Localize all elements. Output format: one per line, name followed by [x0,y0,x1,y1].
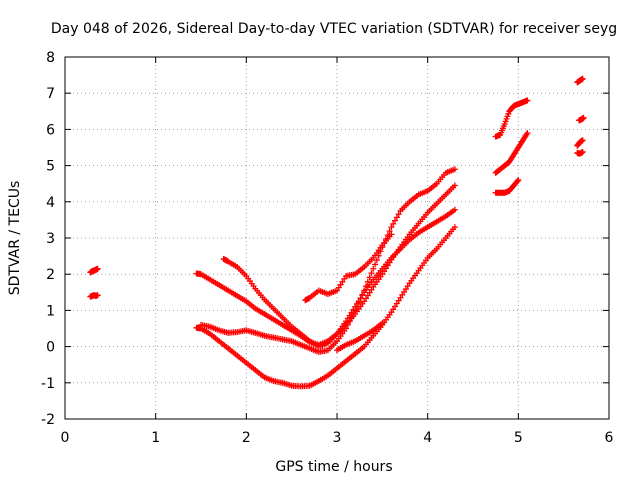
x-tick-labels: 0 1 2 3 4 5 6 [61,430,614,446]
grid [65,57,609,419]
y-tick-label: 1 [46,303,55,319]
y-tick-label: 4 [46,195,55,211]
series-segment-a-lower [87,292,101,300]
y-tick-label: 0 [46,340,55,356]
data-points [87,75,587,390]
data-point [370,265,377,272]
data-point [363,283,370,290]
y-tick-label: 2 [46,267,55,283]
data-point [580,114,587,121]
x-tick-label: 1 [151,430,160,446]
data-point [451,182,458,189]
data-point [350,311,357,318]
data-point [514,178,521,185]
data-point [451,166,458,173]
data-point [524,130,531,137]
series-segment-c-upper [576,114,587,124]
y-tick-label: 3 [46,231,55,247]
axis-ticks [64,56,610,420]
data-point [579,137,586,144]
data-point [395,211,402,218]
series-segment-b-lower [492,177,522,196]
series-segment-b-middle [492,130,531,176]
data-point [579,148,586,155]
series-track-2 [220,206,458,350]
y-tick-label: 7 [46,86,55,102]
x-tick-label: 6 [605,430,614,446]
data-point [348,314,355,321]
data-point [372,261,379,268]
data-point [579,75,586,82]
series-track-6 [334,320,386,354]
data-point [390,220,397,227]
chart-title: Day 048 of 2026, Sidereal Day-to-day VTE… [51,21,617,37]
data-point [346,318,353,325]
x-tick-label: 5 [514,430,523,446]
data-point [515,177,522,184]
data-point [366,274,373,281]
x-tick-label: 4 [423,430,432,446]
data-point [344,321,351,328]
data-point [359,291,366,298]
data-point [364,278,371,285]
series-track-3 [193,224,458,390]
x-tick-label: 0 [61,430,70,446]
series-track-5 [302,231,395,304]
x-tick-label: 2 [242,430,251,446]
data-point [343,325,350,332]
data-point [451,224,458,231]
y-tick-label: 8 [46,50,55,66]
data-point [388,231,395,238]
data-point [352,307,359,314]
data-point [355,299,362,306]
series-segment-b-upper [492,97,531,140]
x-axis-label: GPS time / hours [275,459,392,475]
series-segment-c-top [574,75,586,86]
data-point [386,228,393,235]
y-axis-label: SDTVAR / TECUs [7,181,23,296]
series-segment-c-lower [574,148,586,157]
data-point [451,206,458,213]
data-point [373,257,380,264]
y-tick-label: 5 [46,159,55,175]
y-tick-labels: -2 -1 0 1 2 3 4 5 6 7 8 [41,50,55,428]
data-point [357,295,364,302]
series-segment-a-upper [87,265,101,276]
y-tick-label: 6 [46,122,55,138]
y-tick-label: -1 [41,376,55,392]
y-tick-label: -2 [41,412,55,428]
data-point [393,214,400,221]
data-point [379,320,386,327]
series-segment-c-middle [574,137,586,149]
data-point [524,97,531,104]
data-point [94,292,101,299]
data-point [361,287,368,294]
series-track-4 [198,166,458,356]
data-point [368,270,375,277]
data-point [388,224,395,231]
data-point [353,303,360,310]
data-point [94,265,101,272]
data-point [392,217,399,224]
x-tick-label: 3 [333,430,342,446]
